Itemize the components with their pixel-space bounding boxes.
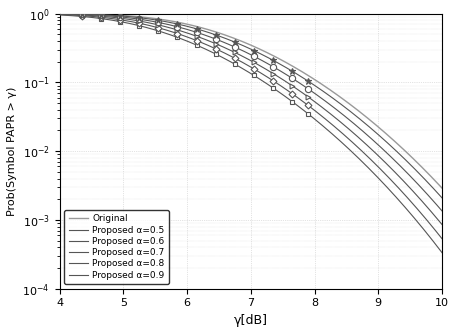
Proposed α=0.9 xyxy=(438,196,444,200)
Original xyxy=(438,186,444,190)
Original xyxy=(284,61,289,65)
Proposed α=0.8 xyxy=(284,73,289,77)
Proposed α=0.6 xyxy=(57,12,62,16)
Proposed α=0.8 xyxy=(263,61,268,65)
Proposed α=0.6 xyxy=(263,74,268,78)
Proposed α=0.9 xyxy=(369,128,375,132)
Proposed α=0.6 xyxy=(240,61,246,65)
Line: Proposed α=0.8: Proposed α=0.8 xyxy=(60,14,441,211)
Proposed α=0.7 xyxy=(57,12,62,16)
Proposed α=0.6 xyxy=(238,60,243,64)
Proposed α=0.8 xyxy=(429,198,435,202)
Line: Proposed α=0.5: Proposed α=0.5 xyxy=(60,15,441,253)
Original xyxy=(263,50,268,54)
Proposed α=0.8 xyxy=(57,12,62,16)
Proposed α=0.7 xyxy=(284,80,289,85)
Proposed α=0.5 xyxy=(438,251,444,255)
Original xyxy=(57,12,62,16)
Line: Proposed α=0.9: Proposed α=0.9 xyxy=(60,14,441,198)
Proposed α=0.8 xyxy=(438,209,444,213)
Proposed α=0.7 xyxy=(369,149,375,153)
Original xyxy=(238,39,243,43)
Original xyxy=(429,176,435,180)
Proposed α=0.5 xyxy=(263,81,268,86)
Proposed α=0.5 xyxy=(369,171,375,175)
Proposed α=0.9 xyxy=(263,55,268,59)
Proposed α=0.5 xyxy=(57,13,62,17)
Proposed α=0.8 xyxy=(238,48,243,52)
Proposed α=0.5 xyxy=(429,239,435,243)
Proposed α=0.7 xyxy=(429,212,435,216)
Proposed α=0.7 xyxy=(438,222,444,226)
Line: Original: Original xyxy=(60,14,441,188)
Y-axis label: Prob(Symbol PAPR > γ): Prob(Symbol PAPR > γ) xyxy=(7,87,17,216)
Proposed α=0.6 xyxy=(284,88,289,92)
Proposed α=0.7 xyxy=(240,55,246,59)
Legend: Original, Proposed α=0.5, Proposed α=0.6, Proposed α=0.7, Proposed α=0.8, Propos: Original, Proposed α=0.5, Proposed α=0.6… xyxy=(64,210,168,284)
Line: Proposed α=0.7: Proposed α=0.7 xyxy=(60,14,441,224)
X-axis label: γ[dB]: γ[dB] xyxy=(233,314,267,327)
Proposed α=0.5 xyxy=(238,66,243,70)
Original xyxy=(369,121,375,125)
Proposed α=0.9 xyxy=(429,186,435,190)
Proposed α=0.7 xyxy=(263,67,268,71)
Proposed α=0.9 xyxy=(57,12,62,16)
Proposed α=0.5 xyxy=(240,67,246,71)
Proposed α=0.9 xyxy=(284,66,289,70)
Proposed α=0.8 xyxy=(369,138,375,142)
Proposed α=0.7 xyxy=(238,54,243,58)
Original xyxy=(240,40,246,44)
Proposed α=0.8 xyxy=(240,49,246,53)
Proposed α=0.6 xyxy=(369,160,375,164)
Line: Proposed α=0.6: Proposed α=0.6 xyxy=(60,14,441,239)
Proposed α=0.6 xyxy=(438,237,444,241)
Proposed α=0.9 xyxy=(238,43,243,47)
Proposed α=0.9 xyxy=(240,44,246,48)
Proposed α=0.6 xyxy=(429,225,435,229)
Proposed α=0.5 xyxy=(284,96,289,100)
